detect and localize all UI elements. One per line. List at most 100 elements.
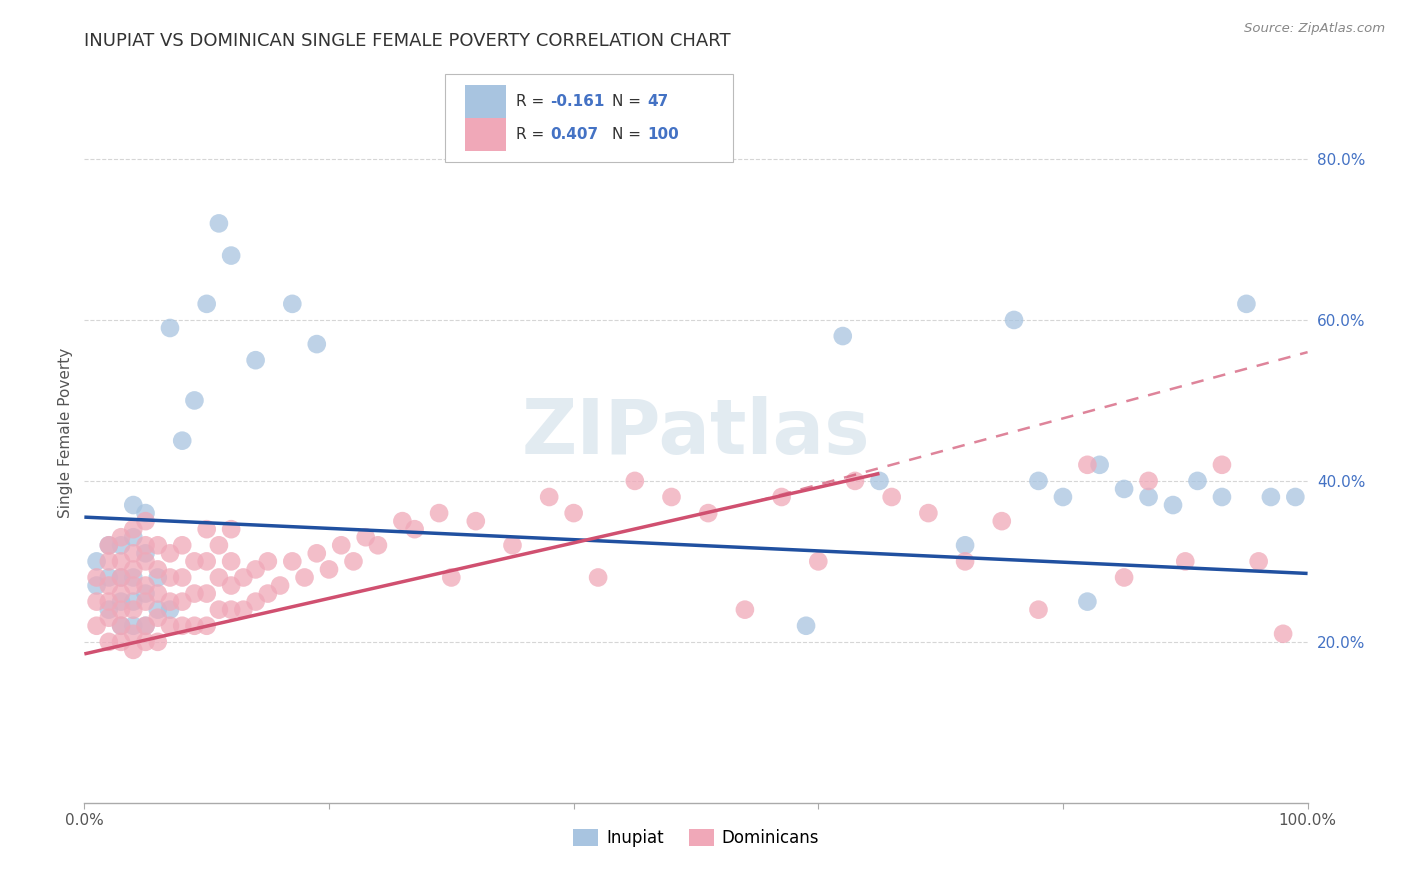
Point xyxy=(281,554,304,568)
Point xyxy=(122,594,145,608)
Point xyxy=(135,635,157,649)
Point xyxy=(991,514,1014,528)
Point xyxy=(427,506,450,520)
Point xyxy=(97,610,120,624)
Point xyxy=(502,538,524,552)
Text: 100: 100 xyxy=(647,127,679,142)
Point xyxy=(110,619,132,633)
Point xyxy=(208,538,231,552)
Point xyxy=(135,506,157,520)
Point xyxy=(219,249,242,263)
Point xyxy=(110,570,132,584)
Text: R =: R = xyxy=(516,127,550,142)
Point xyxy=(183,554,205,568)
Point xyxy=(172,434,194,448)
Point xyxy=(661,490,683,504)
Point xyxy=(110,635,132,649)
Point xyxy=(1088,458,1111,472)
Point xyxy=(770,490,793,504)
Point xyxy=(97,554,120,568)
Point xyxy=(440,570,463,584)
Point xyxy=(97,635,120,649)
Point xyxy=(146,602,169,616)
Point xyxy=(146,635,169,649)
Point xyxy=(159,546,181,560)
FancyBboxPatch shape xyxy=(465,118,506,151)
Point xyxy=(135,619,157,633)
Point xyxy=(232,602,254,616)
FancyBboxPatch shape xyxy=(465,86,506,118)
Point xyxy=(305,337,328,351)
Point xyxy=(135,578,157,592)
Point xyxy=(122,602,145,616)
FancyBboxPatch shape xyxy=(446,73,733,162)
Point xyxy=(110,570,132,584)
Point xyxy=(122,546,145,560)
Point xyxy=(146,538,169,552)
Point xyxy=(1284,490,1306,504)
Point xyxy=(953,554,976,568)
Text: 47: 47 xyxy=(647,95,668,109)
Point xyxy=(122,530,145,544)
Point xyxy=(464,514,486,528)
Point xyxy=(146,562,169,576)
Point xyxy=(354,530,377,544)
Point xyxy=(110,619,132,633)
Point xyxy=(97,570,120,584)
Point xyxy=(135,538,157,552)
Point xyxy=(135,619,157,633)
Point xyxy=(110,594,132,608)
Point xyxy=(122,570,145,584)
Point xyxy=(257,586,280,600)
Point xyxy=(734,602,756,616)
Point xyxy=(135,554,157,568)
Point xyxy=(391,514,413,528)
Point xyxy=(183,393,205,408)
Point xyxy=(232,570,254,584)
Point xyxy=(110,554,132,568)
Point xyxy=(305,546,328,560)
Point xyxy=(294,570,316,584)
Point xyxy=(159,594,181,608)
Point xyxy=(122,627,145,641)
Point xyxy=(97,594,120,608)
Y-axis label: Single Female Poverty: Single Female Poverty xyxy=(58,348,73,517)
Text: -0.161: -0.161 xyxy=(550,95,605,109)
Point xyxy=(135,594,157,608)
Point xyxy=(122,498,145,512)
Point xyxy=(122,562,145,576)
Point xyxy=(172,594,194,608)
Point xyxy=(86,594,108,608)
Point xyxy=(318,562,340,576)
Point xyxy=(538,490,561,504)
Text: Source: ZipAtlas.com: Source: ZipAtlas.com xyxy=(1244,22,1385,36)
Point xyxy=(404,522,426,536)
Point xyxy=(807,554,830,568)
Point xyxy=(208,602,231,616)
Point xyxy=(219,602,242,616)
Point xyxy=(1028,474,1050,488)
Point xyxy=(172,570,194,584)
Point xyxy=(86,578,108,592)
Point xyxy=(195,297,218,311)
Point xyxy=(844,474,866,488)
Point xyxy=(1076,594,1098,608)
Point xyxy=(110,530,132,544)
Text: N =: N = xyxy=(612,127,645,142)
Point xyxy=(1187,474,1209,488)
Text: ZIPatlas: ZIPatlas xyxy=(522,396,870,469)
Point xyxy=(135,586,157,600)
Point xyxy=(1247,554,1270,568)
Point xyxy=(159,570,181,584)
Point xyxy=(1002,313,1025,327)
Point xyxy=(831,329,853,343)
Point xyxy=(110,602,132,616)
Point xyxy=(1272,627,1295,641)
Point xyxy=(122,643,145,657)
Point xyxy=(1114,570,1136,584)
Point xyxy=(367,538,389,552)
Point xyxy=(110,586,132,600)
Point xyxy=(1052,490,1074,504)
Point xyxy=(219,522,242,536)
Point xyxy=(245,562,267,576)
